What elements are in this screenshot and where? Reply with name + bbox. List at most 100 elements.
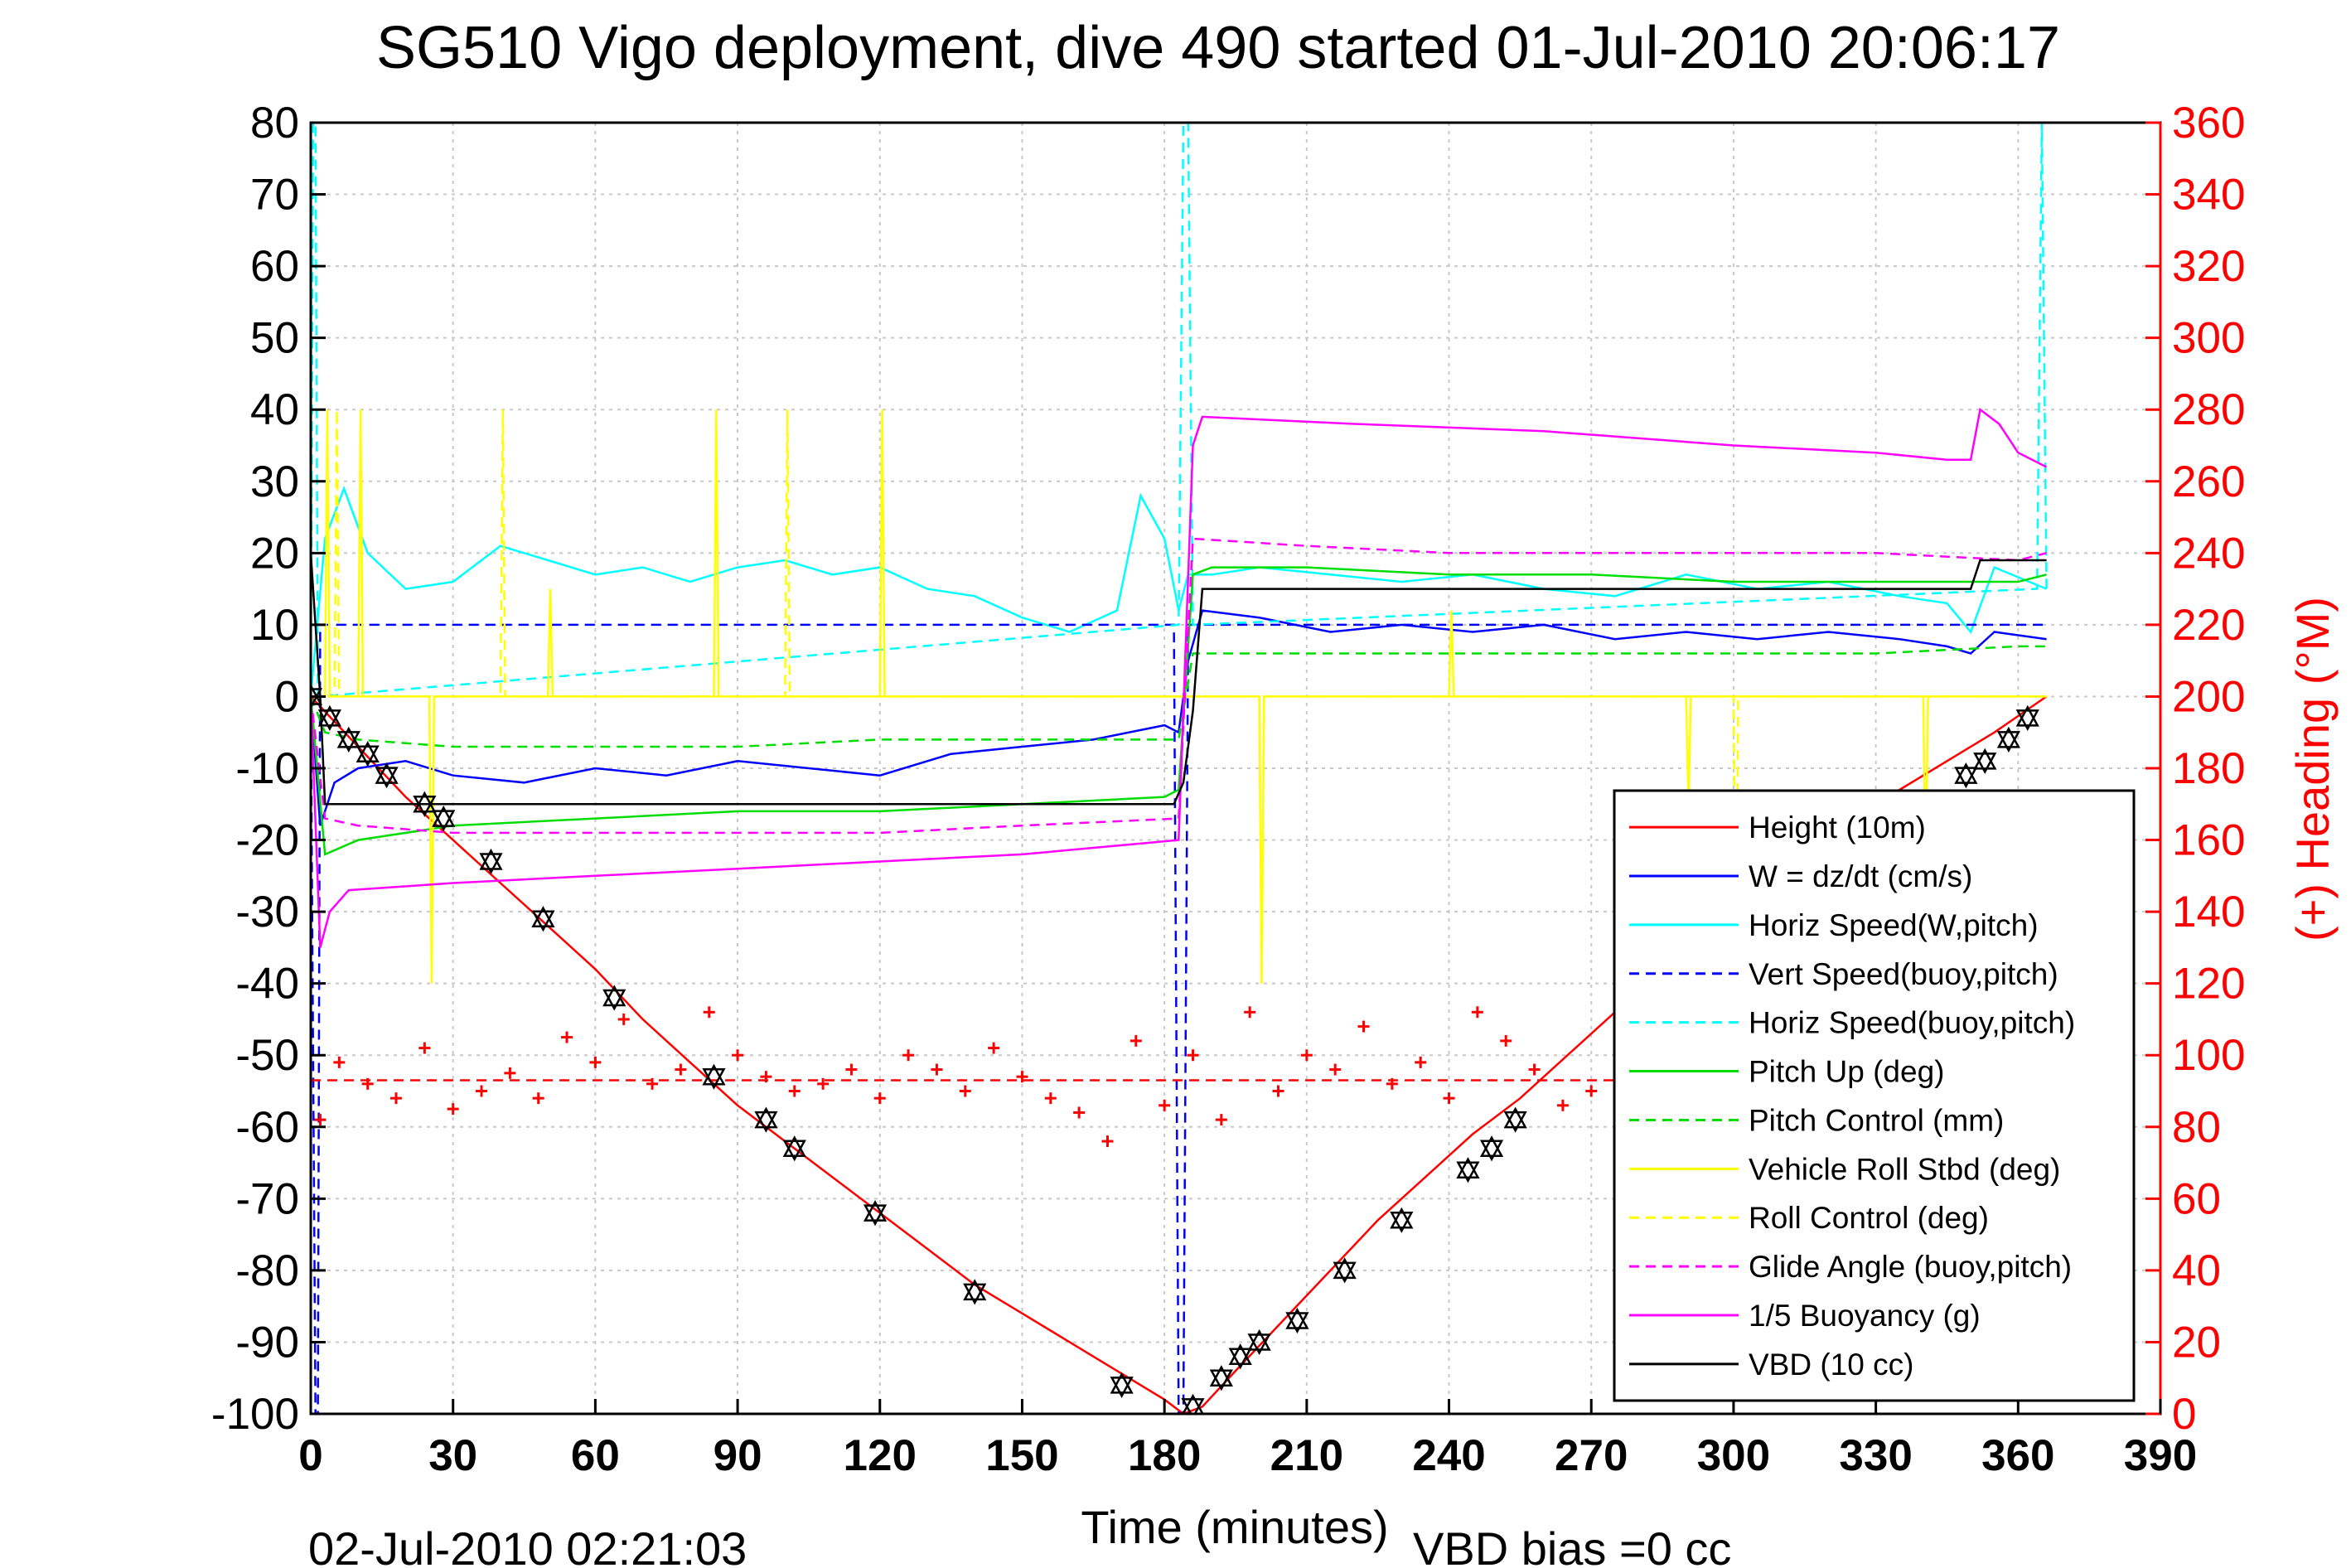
height-marker [356,741,380,767]
heading-point [1585,1085,1598,1097]
series-line-1 [311,609,2047,826]
height-marker [432,805,456,832]
legend-item-label: W = dz/dt (cm/s) [1749,859,1972,893]
y-right-tick-label: 260 [2172,457,2245,506]
legend-item-label: Pitch Control (mm) [1749,1103,2004,1137]
y-tick-label: -80 [235,1246,299,1295]
height-markers [311,683,2039,1414]
height-marker [1954,762,1978,789]
y-right-tick-label: 180 [2172,744,2245,793]
y-tick-label: -90 [235,1318,299,1367]
x-axis: 0 30 60 90 120 150 180 210 240 270 300 330 360 390 [298,1399,2197,1480]
heading-point [447,1103,459,1116]
y-right-tick-label: 240 [2172,529,2245,578]
y-right-tick-label: 320 [2172,242,2245,291]
heading-point [1016,1071,1028,1083]
height-marker [311,683,323,710]
y-tick-label: -40 [235,960,299,1009]
height-marker [479,848,503,875]
height-marker [1110,1372,1134,1398]
height-marker [702,1063,726,1090]
series-line-2 [311,485,2048,697]
y-tick-label: 80 [250,99,299,148]
legend-item-label: Vehicle Roll Stbd (deg) [1749,1152,2060,1186]
heading-point [817,1077,830,1090]
heading-point [1443,1092,1455,1105]
legend: Height (10m) W = dz/dt (cm/s) Horiz Speed(… [1613,789,2136,1402]
x-tick-label: 60 [571,1431,620,1480]
x-tick-label: 30 [428,1431,477,1480]
heading-point [1528,1063,1541,1076]
heading-point [314,1114,327,1126]
x-tick-label: 240 [1412,1431,1485,1480]
y-right-tick-label: 160 [2172,816,2245,865]
heading-point [1215,1114,1227,1126]
heading-point [1471,1006,1483,1019]
y-axis-left: 80 70 60 50 40 30 20 10 0 -10 -20 -30 -40 -50 -60 -70 -8… [211,99,326,1439]
heading-point [1044,1092,1057,1105]
heading-point [646,1077,659,1090]
legend-item-label: 1/5 Buoyancy (g) [1749,1299,1981,1333]
x-tick-label: 210 [1270,1431,1343,1480]
heading-point [1187,1049,1199,1062]
series-line-11 [311,553,2047,806]
y-right-tick-label: 200 [2172,672,2245,721]
height-marker [602,985,626,1011]
y-right-tick-label: 100 [2172,1031,2245,1080]
y-right-tick-label: 300 [2172,314,2245,363]
height-marker [1479,1135,1504,1162]
legend-item-label: Roll Control (deg) [1749,1201,1989,1235]
heading-point [504,1067,516,1079]
height-marker [1209,1365,1233,1391]
height-marker [1973,748,1997,774]
height-marker [317,704,341,732]
legend-item-label: VBD (10 cc) [1749,1348,1913,1382]
heading-point [418,1042,431,1054]
y-right-tick-label: 220 [2172,601,2245,650]
height-marker [375,762,399,789]
heading-point [561,1031,573,1043]
height-marker [1247,1328,1271,1356]
x-tick-label: 300 [1697,1431,1770,1480]
heading-point [532,1092,544,1105]
heading-point [1556,1099,1569,1111]
x-tick-label: 330 [1839,1431,1912,1480]
y-right-tick-label: 280 [2172,385,2245,434]
y-right-tick-label: 360 [2172,99,2245,148]
vbd-bias-label: VBD bias =0 cc [1413,1522,1731,1568]
heading-point [1101,1135,1114,1148]
y-tick-label: -60 [235,1103,299,1152]
y-right-tick-label: 0 [2172,1390,2196,1439]
legend-item-label: Pitch Up (deg) [1749,1055,1945,1089]
height-marker [863,1200,888,1227]
height-marker [782,1135,806,1162]
y-tick-label: 30 [250,457,299,506]
y-axis-right: 3603403203002802602402202001801601401201… [2145,99,2245,1439]
height-marker [2015,704,2039,732]
chart-title: SG510 Vigo deployment, dive 490 started … [376,15,2060,81]
y-right-tick-label: 80 [2172,1103,2221,1152]
heading-point [1130,1034,1142,1047]
x-tick-label: 390 [2124,1431,2197,1480]
heading-point [1244,1006,1256,1019]
y-right-tick-label: 140 [2172,888,2245,936]
y-tick-label: -20 [235,816,299,865]
legend-item-label: Height (10m) [1749,811,1926,844]
heading-point [390,1092,403,1105]
legend-item-label: Vert Speed(buoy,pitch) [1749,957,2058,991]
y-tick-label: 70 [250,171,299,220]
heading-point [788,1085,801,1097]
y-tick-label: 50 [250,314,299,363]
x-tick-label: 90 [714,1431,762,1480]
series-line-10 [311,407,2048,948]
legend-item-label: Horiz Speed(W,pitch) [1749,908,2039,942]
y-tick-label: 20 [250,529,299,578]
heading-point [1500,1034,1512,1047]
y-tick-label: 10 [250,601,299,650]
y-tick-label: -30 [235,888,299,936]
y-tick-label: -10 [235,744,299,793]
heading-point [902,1049,915,1062]
x-tick-label: 0 [298,1431,322,1480]
y-tick-label: 40 [250,385,299,434]
